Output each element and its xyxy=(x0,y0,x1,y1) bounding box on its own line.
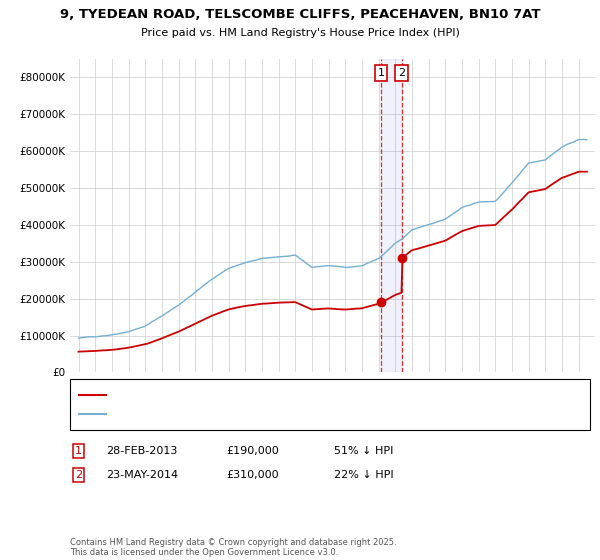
Text: HPI: Average price, detached house, Lewes: HPI: Average price, detached house, Lewe… xyxy=(111,409,322,418)
Text: £310,000: £310,000 xyxy=(226,470,279,480)
Text: 1: 1 xyxy=(377,68,385,78)
Bar xyxy=(381,59,401,372)
Text: Price paid vs. HM Land Registry's House Price Index (HPI): Price paid vs. HM Land Registry's House … xyxy=(140,28,460,38)
Text: 9, TYEDEAN ROAD, TELSCOMBE CLIFFS, PEACEHAVEN, BN10 7AT (detached house): 9, TYEDEAN ROAD, TELSCOMBE CLIFFS, PEACE… xyxy=(111,390,516,400)
Text: £190,000: £190,000 xyxy=(226,446,279,456)
Text: 2: 2 xyxy=(398,68,405,78)
Text: 2: 2 xyxy=(75,470,82,480)
Text: 23-MAY-2014: 23-MAY-2014 xyxy=(106,470,178,480)
Text: 28-FEB-2013: 28-FEB-2013 xyxy=(106,446,178,456)
Text: Contains HM Land Registry data © Crown copyright and database right 2025.
This d: Contains HM Land Registry data © Crown c… xyxy=(70,538,397,557)
Text: 1: 1 xyxy=(75,446,82,456)
Text: 9, TYEDEAN ROAD, TELSCOMBE CLIFFS, PEACEHAVEN, BN10 7AT: 9, TYEDEAN ROAD, TELSCOMBE CLIFFS, PEACE… xyxy=(60,8,540,21)
Text: 51% ↓ HPI: 51% ↓ HPI xyxy=(334,446,394,456)
Text: 22% ↓ HPI: 22% ↓ HPI xyxy=(334,470,394,480)
